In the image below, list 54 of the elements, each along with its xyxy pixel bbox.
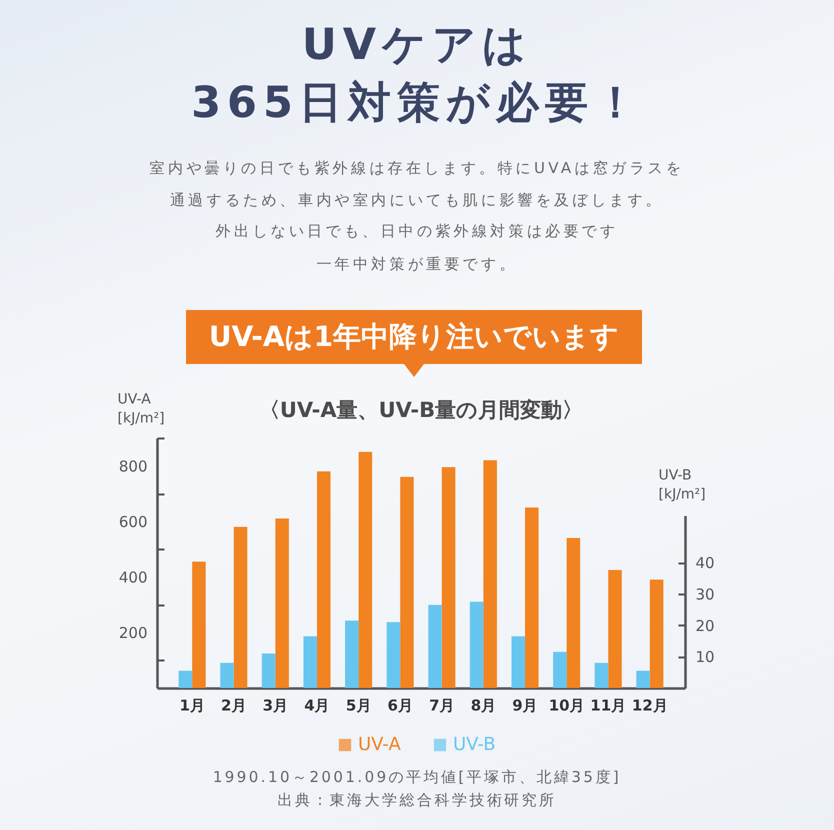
bar: [511, 636, 526, 688]
x-tick-label: 5月: [346, 696, 372, 714]
x-tick-label: 8月: [470, 696, 496, 714]
bar: [594, 662, 608, 688]
bar: [220, 662, 234, 688]
x-tick-label: 1月: [179, 696, 205, 714]
bar: [358, 452, 372, 688]
chart-subtitle: 室内や曇りの日でも紫外線は存在します。特にUVAは窓ガラスを通過するため、車内や室内にいても肌に影響を及ぼします。: [148, 158, 686, 211]
bar: [262, 654, 276, 688]
text: 〈UV-A量、UV-B量の月間変動〉: [258, 398, 584, 422]
bar: [345, 620, 359, 688]
x-tick-label: 11月: [590, 696, 626, 714]
x-tick-label: 10月: [548, 696, 585, 714]
bar: [608, 570, 622, 688]
y-axis-title: UV-A [kJ/m²]: [118, 392, 165, 426]
y-tick-label: 600: [118, 512, 148, 531]
text: 1990.10～2001.09の平均値[平塚市、北緯35度]: [212, 767, 622, 788]
y2-axis-title: UV-B [kJ/m²]: [658, 468, 706, 502]
y-tick-label: 400: [118, 568, 148, 586]
y2-tick-label: 20: [696, 616, 715, 635]
bar: [234, 526, 248, 688]
y2-tick-label: 10: [696, 648, 715, 666]
x-tick-label: 2月: [221, 696, 246, 714]
y2-tick-label: 40: [696, 554, 715, 572]
y2-tick-label: 30: [696, 585, 715, 604]
bar: [275, 518, 289, 688]
x-tick-label: 3月: [262, 696, 288, 714]
text: 一年中対策が重要です。: [315, 254, 519, 275]
y-tick-label: 800: [118, 457, 148, 476]
bar: [636, 670, 650, 688]
bar: [442, 467, 456, 688]
text: 外出しない日でも、日中の紫外線対策は必要です: [214, 221, 620, 242]
x-tick-label: 9月: [512, 696, 538, 714]
source-note: 出典：東海大学総合科学技術研究所: [276, 790, 558, 811]
bar: [386, 622, 400, 688]
bar: [316, 471, 331, 688]
x-tick-label: 4月: [304, 696, 330, 714]
legend-label: UV-A: [358, 734, 402, 755]
bar: [483, 460, 497, 688]
chart-title: UVケアは 365日対策が必要！: [190, 19, 644, 130]
x-tick-label: 6月: [387, 696, 413, 714]
bar: [178, 670, 192, 688]
legend-label: UV-B: [453, 734, 496, 755]
y-tick-label: 200: [118, 624, 148, 642]
x-tick-label: 12月: [632, 696, 668, 714]
bar: [650, 580, 664, 688]
x-tick-label: 7月: [429, 696, 455, 714]
bar: [553, 652, 567, 688]
text: UV-Aは1年中降り注いでいます: [186, 310, 642, 364]
bar: [400, 476, 414, 688]
bar: [192, 562, 206, 688]
bar: [303, 636, 317, 688]
bar: [566, 538, 580, 688]
bar: [525, 507, 539, 688]
